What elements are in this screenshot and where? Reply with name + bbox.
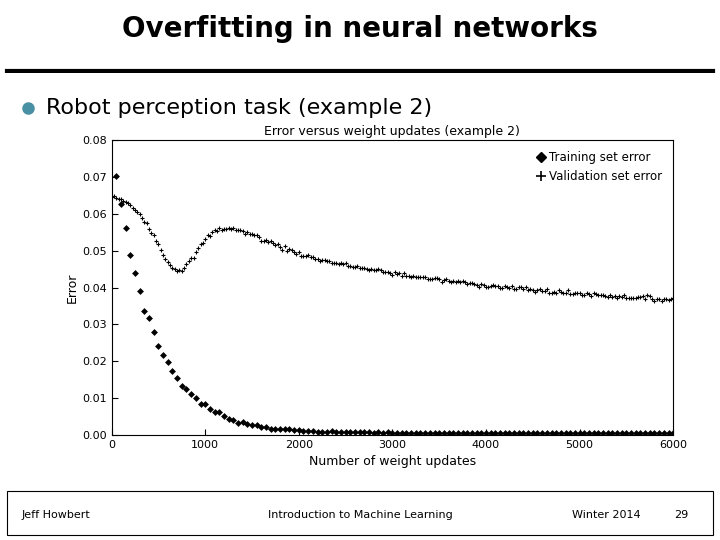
Text: Robot perception task (example 2): Robot perception task (example 2) [46,98,432,118]
Text: 29: 29 [674,510,688,520]
Text: Winter 2014: Winter 2014 [572,510,640,520]
Text: Overfitting in neural networks: Overfitting in neural networks [122,15,598,43]
Title: Error versus weight updates (example 2): Error versus weight updates (example 2) [264,125,521,138]
Legend: Training set error, Validation set error: Training set error, Validation set error [533,146,667,187]
FancyBboxPatch shape [7,491,713,535]
Text: Jeff Howbert: Jeff Howbert [22,510,90,520]
Y-axis label: Error: Error [66,272,79,303]
Text: Introduction to Machine Learning: Introduction to Machine Learning [268,510,452,520]
X-axis label: Number of weight updates: Number of weight updates [309,455,476,468]
